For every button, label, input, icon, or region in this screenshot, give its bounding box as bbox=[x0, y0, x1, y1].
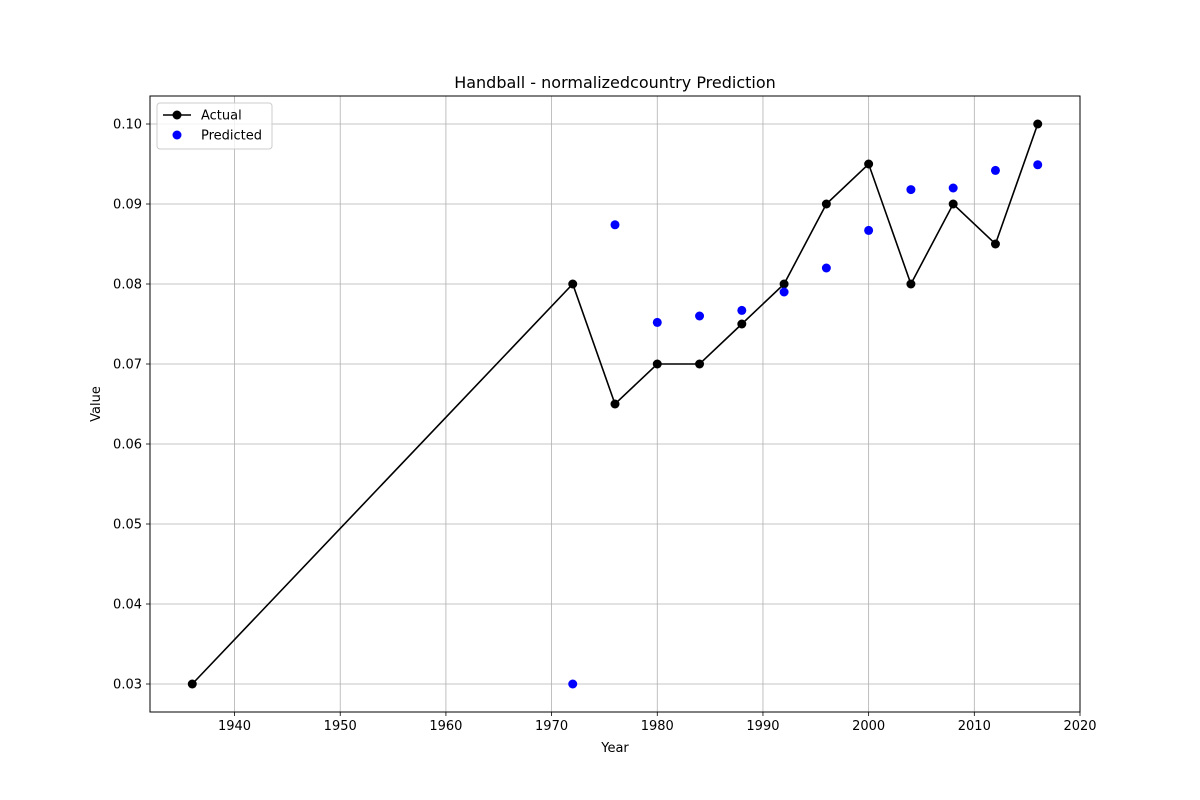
x-tick-label: 2010 bbox=[958, 719, 991, 734]
predicted-point bbox=[610, 220, 620, 230]
y-tick-label: 0.05 bbox=[113, 518, 142, 533]
actual-point bbox=[610, 399, 620, 409]
actual-point bbox=[906, 279, 916, 289]
x-tick-label: 1940 bbox=[218, 719, 251, 734]
x-tick-label: 1980 bbox=[641, 719, 674, 734]
y-tick-label: 0.06 bbox=[113, 438, 142, 453]
actual-point bbox=[695, 359, 705, 369]
legend: Actual Predicted bbox=[156, 102, 273, 150]
predicted-point bbox=[906, 185, 916, 195]
x-tick-label: 2000 bbox=[852, 719, 885, 734]
y-tick-label: 0.03 bbox=[113, 678, 142, 693]
predicted-point bbox=[1033, 160, 1043, 170]
legend-label: Actual bbox=[201, 109, 242, 124]
x-axis-label: Year bbox=[600, 741, 629, 756]
actual-point bbox=[187, 679, 197, 689]
actual-point bbox=[990, 239, 1000, 249]
actual-point bbox=[652, 359, 662, 369]
predicted-point bbox=[737, 305, 747, 315]
y-tick-label: 0.10 bbox=[113, 118, 142, 133]
actual-point bbox=[1033, 119, 1043, 129]
x-axis-ticks: 1940 1950 1960 1970 1980 1990 2000 2010 2020 bbox=[218, 712, 1097, 734]
y-axis-label: Value bbox=[89, 386, 104, 422]
predicted-point bbox=[821, 263, 831, 273]
x-tick-label: 1950 bbox=[324, 719, 357, 734]
x-tick-label: 1970 bbox=[535, 719, 568, 734]
legend-label: Predicted bbox=[201, 129, 262, 144]
y-axis-ticks: 0.03 0.04 0.05 0.06 0.07 0.08 0.09 0.10 bbox=[113, 118, 150, 693]
legend-actual-marker bbox=[172, 110, 182, 120]
predicted-point bbox=[990, 165, 1000, 175]
actual-point bbox=[779, 279, 789, 289]
actual-point bbox=[864, 159, 874, 169]
predicted-point bbox=[695, 311, 705, 321]
x-tick-label: 2020 bbox=[1063, 719, 1096, 734]
actual-point bbox=[568, 279, 578, 289]
legend-predicted-marker bbox=[172, 130, 182, 140]
predicted-point bbox=[779, 287, 789, 297]
chart-title: Handball - normalizedcountry Prediction bbox=[454, 73, 776, 92]
predicted-point bbox=[948, 183, 958, 193]
x-tick-label: 1960 bbox=[429, 719, 462, 734]
grid bbox=[150, 96, 1081, 712]
x-tick-label: 1990 bbox=[746, 719, 779, 734]
predicted-point bbox=[568, 679, 578, 689]
actual-point bbox=[821, 199, 831, 209]
y-tick-label: 0.08 bbox=[113, 278, 142, 293]
y-tick-label: 0.04 bbox=[113, 598, 142, 613]
y-tick-label: 0.09 bbox=[113, 198, 142, 213]
actual-point bbox=[948, 199, 958, 209]
predicted-point bbox=[864, 225, 874, 235]
plot-frame bbox=[149, 95, 1081, 713]
y-tick-label: 0.07 bbox=[113, 358, 142, 373]
predicted-point bbox=[652, 317, 662, 327]
plot-series bbox=[187, 119, 1043, 689]
actual-point bbox=[737, 319, 747, 329]
